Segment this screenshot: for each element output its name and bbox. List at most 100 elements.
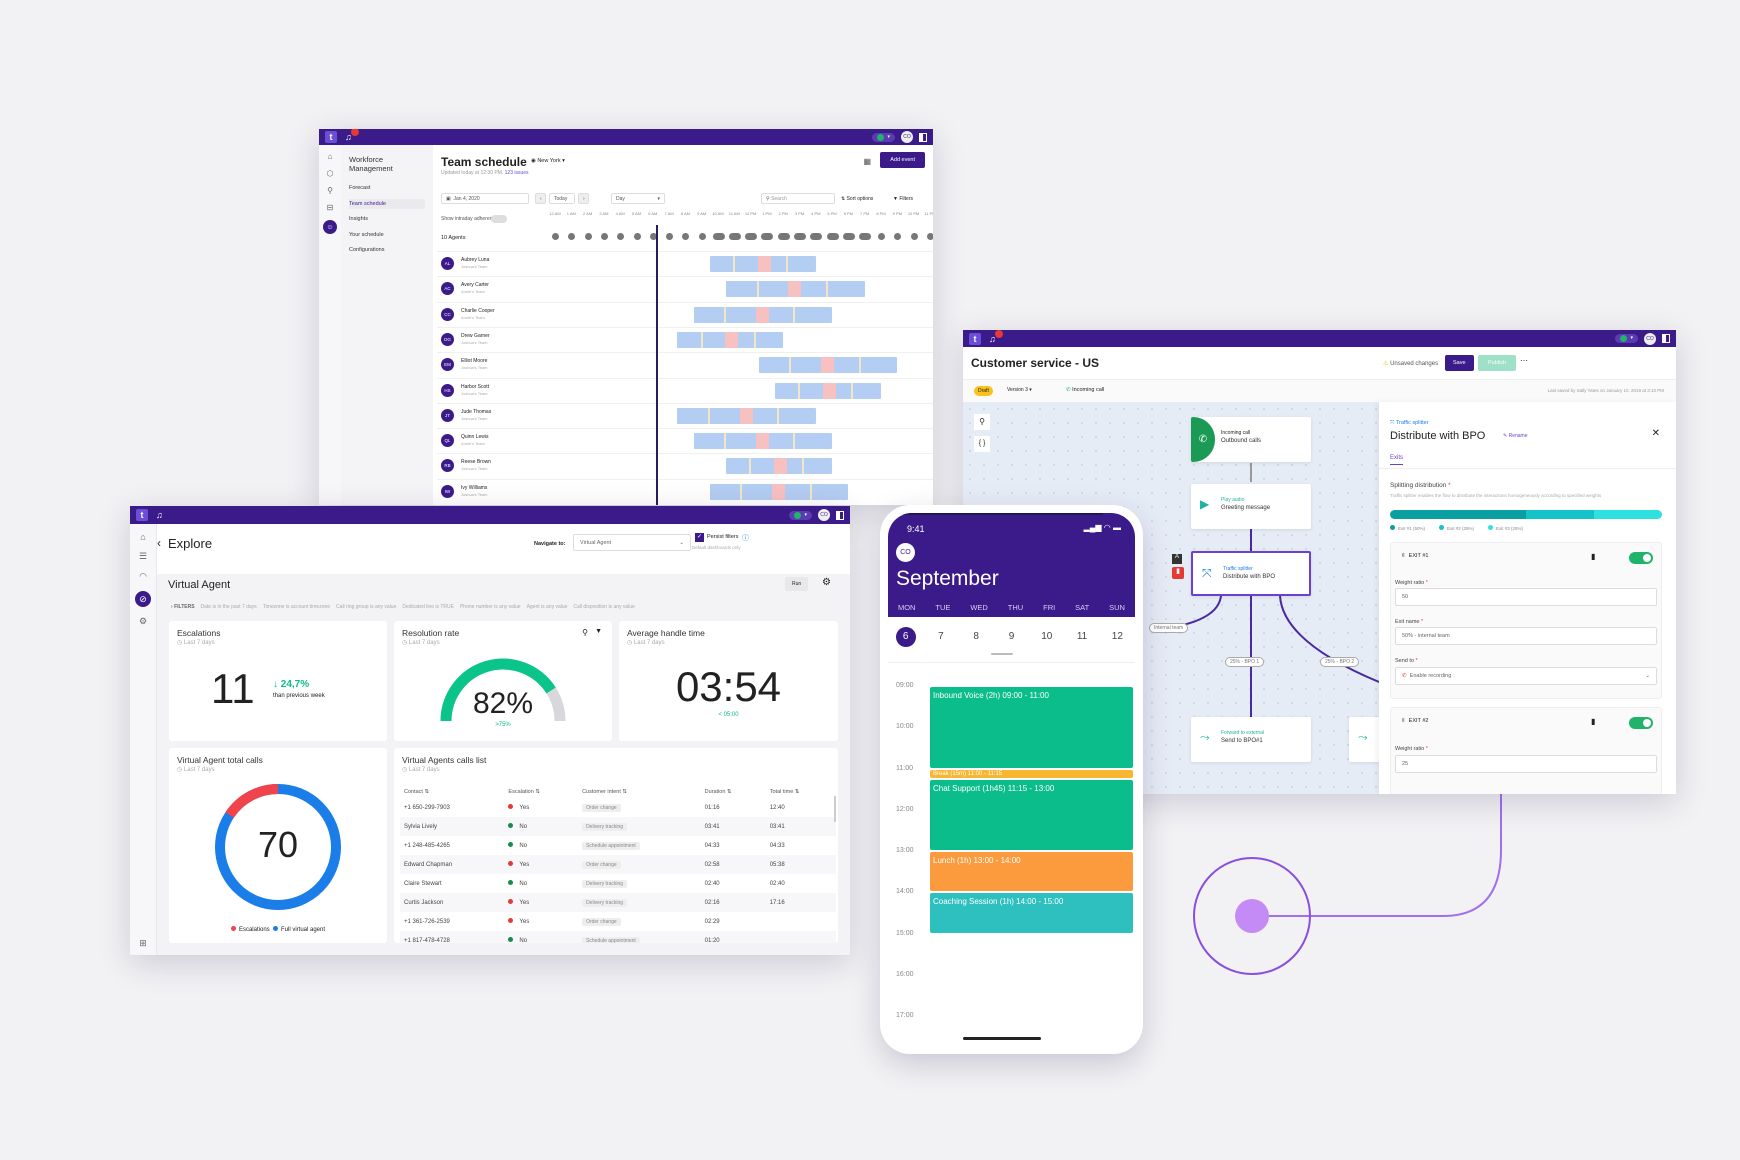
node-traffic-splitter[interactable]: ⤧ Traffic splitter Distribute with BPO bbox=[1191, 551, 1311, 596]
flow-icon[interactable]: ⚲ bbox=[327, 186, 333, 195]
filter-chip[interactable]: Call ring group is any value bbox=[336, 604, 397, 610]
scrollbar[interactable] bbox=[834, 796, 836, 822]
filter-icon[interactable]: ▼ bbox=[595, 628, 602, 635]
issues-link[interactable]: 123 issues bbox=[504, 170, 529, 176]
add-event-button[interactable]: Add event bbox=[880, 152, 925, 168]
column-header-contact[interactable]: Contact ⇅ bbox=[404, 789, 430, 795]
prev-button[interactable]: ‹ bbox=[535, 193, 546, 204]
filter-chip[interactable]: Agent is any value bbox=[526, 604, 568, 610]
navigate-select[interactable]: Virtual Agent ⌄ bbox=[573, 534, 691, 551]
node-label-icon[interactable]: A bbox=[1172, 554, 1182, 564]
column-header-escalation[interactable]: Escalation ⇅ bbox=[508, 789, 540, 795]
list-icon[interactable]: ☰ bbox=[138, 551, 148, 561]
exit-2-toggle[interactable] bbox=[1629, 717, 1653, 729]
date-8[interactable]: 8 bbox=[973, 631, 979, 642]
home-icon[interactable]: ⌂ bbox=[140, 532, 146, 542]
agent-row[interactable]: RB Reese Brown Joshua's Team bbox=[437, 453, 933, 477]
database-icon[interactable]: ⊟ bbox=[326, 203, 334, 212]
agent-row[interactable]: HS Harbor Scott Joshua's Team bbox=[437, 377, 933, 402]
search-input[interactable]: ⚲ Search bbox=[761, 193, 835, 204]
next-button[interactable]: › bbox=[578, 193, 589, 204]
close-icon[interactable]: ✕ bbox=[1651, 428, 1660, 439]
filter-chip[interactable]: Dedicated line is TRUE bbox=[402, 604, 454, 610]
shift-bar[interactable] bbox=[693, 433, 833, 450]
agent-row[interactable]: QL Quinn Lewis Annie's Team bbox=[437, 428, 933, 452]
shift-bar[interactable] bbox=[677, 331, 784, 348]
agent-status[interactable]: ▾ bbox=[1615, 334, 1638, 343]
agent-row[interactable]: JT Jude Thomas Joshua's Team bbox=[437, 402, 933, 427]
calendar-event[interactable]: Coaching Session (1h) 14:00 - 15:00 bbox=[930, 893, 1133, 933]
agent-row[interactable]: AC Avery Carter Annie's Team bbox=[437, 276, 933, 300]
calendar-event[interactable]: Break (15m) 11:00 - 11:15 bbox=[930, 769, 1133, 778]
agent-status[interactable]: ▾ bbox=[789, 510, 812, 520]
table-row[interactable]: +1 817-478-4728 No Schedule appointment 01:… bbox=[400, 931, 836, 943]
filters-button[interactable]: ▼ Filters bbox=[893, 196, 913, 202]
filter-chip[interactable]: Timezone is account timezone bbox=[262, 604, 331, 610]
home-indicator[interactable] bbox=[963, 1037, 1041, 1040]
column-header-duration[interactable]: Duration ⇅ bbox=[704, 789, 732, 795]
sidebar-item-configurations[interactable]: Configurations bbox=[349, 247, 385, 253]
agent-row[interactable]: AL Aubrey Luna Joshua's Team bbox=[437, 251, 933, 275]
persist-filters-checkbox[interactable]: ✓ bbox=[695, 533, 704, 542]
agent-status[interactable]: ▾ bbox=[872, 132, 895, 142]
table-row[interactable]: +1 650-299-7903 Yes Order change 01:16 12:40 bbox=[400, 798, 836, 817]
gauge-icon[interactable]: ◠ bbox=[139, 571, 147, 581]
date-7[interactable]: 7 bbox=[938, 631, 944, 642]
node-forward-external[interactable]: ⤳ Forward to external Send to BPO#1 bbox=[1191, 717, 1311, 762]
avatar[interactable]: CO bbox=[818, 509, 830, 521]
date-10[interactable]: 10 bbox=[1041, 631, 1053, 642]
version-select[interactable]: Version 3 ▾ bbox=[1007, 387, 1032, 393]
filters-bar[interactable]: › FILTERS Date is in the past 7 days Timez… bbox=[171, 604, 635, 610]
explore-icon[interactable]: ⊘ bbox=[135, 591, 151, 607]
table-row[interactable]: +1 361-726-2539 Yes Order change 02:29 bbox=[400, 912, 836, 931]
shift-bar[interactable] bbox=[693, 306, 833, 323]
shift-bar[interactable] bbox=[709, 483, 849, 500]
table-row[interactable]: Claire Stewart No Delivery tracking 02:40 02… bbox=[400, 874, 836, 893]
avatar[interactable]: CO bbox=[896, 543, 915, 562]
agent-row[interactable]: DG Drew Garner Joshua's Team bbox=[437, 326, 933, 351]
avatar[interactable]: CO bbox=[901, 131, 913, 143]
date-9[interactable]: 9 bbox=[1008, 631, 1015, 642]
save-button[interactable]: Save bbox=[1445, 355, 1474, 371]
date-11[interactable]: 11 bbox=[1076, 631, 1088, 642]
table-row[interactable]: +1 248-485-4265 No Schedule appointment 04:… bbox=[400, 836, 836, 855]
today-button[interactable]: Today bbox=[549, 193, 575, 204]
apps-grid-icon[interactable]: ⊞ bbox=[139, 938, 147, 948]
timezone-select[interactable]: ◉ New York ▾ bbox=[531, 158, 565, 164]
date-picker[interactable]: ▣ Jan 4, 2020 bbox=[441, 193, 529, 204]
view-select[interactable]: Day ▾ bbox=[611, 193, 665, 204]
send-to-select[interactable]: ✆ Enable recording ⌄ bbox=[1395, 667, 1657, 685]
sidebar-item-team-schedule[interactable]: Team schedule bbox=[349, 198, 425, 209]
zoom-search-icon[interactable]: ⚲ bbox=[974, 414, 990, 430]
panel-icon[interactable] bbox=[836, 510, 844, 520]
avatar[interactable]: CO bbox=[1644, 332, 1656, 345]
trash-icon[interactable]: ▮ bbox=[1591, 717, 1596, 726]
shift-bar[interactable] bbox=[677, 407, 816, 424]
info-icon[interactable]: ⓘ bbox=[742, 535, 749, 542]
variables-icon[interactable]: { } bbox=[974, 436, 990, 452]
calendar-event[interactable]: Lunch (1h) 13:00 - 14:00 bbox=[930, 852, 1133, 892]
sidebar-item-insights[interactable]: Insights bbox=[349, 216, 368, 222]
more-icon[interactable]: ⋯ bbox=[1520, 356, 1528, 365]
shift-bar[interactable] bbox=[758, 357, 898, 374]
date-6[interactable]: 6 bbox=[895, 627, 916, 647]
shift-bar[interactable] bbox=[775, 382, 881, 399]
agent-row[interactable]: CC Charlie Cooper Annie's Team bbox=[437, 301, 933, 326]
adherence-toggle[interactable] bbox=[491, 215, 507, 223]
people-icon[interactable]: ☺ bbox=[323, 220, 337, 234]
settings-icon[interactable]: ⬡ bbox=[326, 169, 334, 178]
date-12[interactable]: 12 bbox=[1111, 631, 1123, 642]
shift-bar[interactable] bbox=[726, 458, 833, 475]
drawer-handle[interactable] bbox=[991, 653, 1013, 655]
sort-options-button[interactable]: ⇅ Sort options bbox=[841, 196, 874, 202]
shift-bar[interactable] bbox=[726, 281, 865, 298]
calendar-event[interactable]: Chat Support (1h45) 11:15 - 13:00 bbox=[930, 779, 1133, 850]
run-button[interactable]: Run bbox=[785, 577, 809, 591]
tab-exits[interactable]: Exits bbox=[1390, 455, 1404, 465]
panel-icon[interactable] bbox=[919, 132, 927, 142]
filter-chip[interactable]: Date is in the past 7 days bbox=[200, 604, 257, 610]
panel-icon[interactable] bbox=[1662, 334, 1670, 343]
filter-chip[interactable]: Call disposition is any value bbox=[573, 604, 635, 610]
column-header-customer-intent[interactable]: Customer intent ⇅ bbox=[582, 789, 628, 795]
weight-ratio-input[interactable]: 50 bbox=[1395, 588, 1657, 606]
